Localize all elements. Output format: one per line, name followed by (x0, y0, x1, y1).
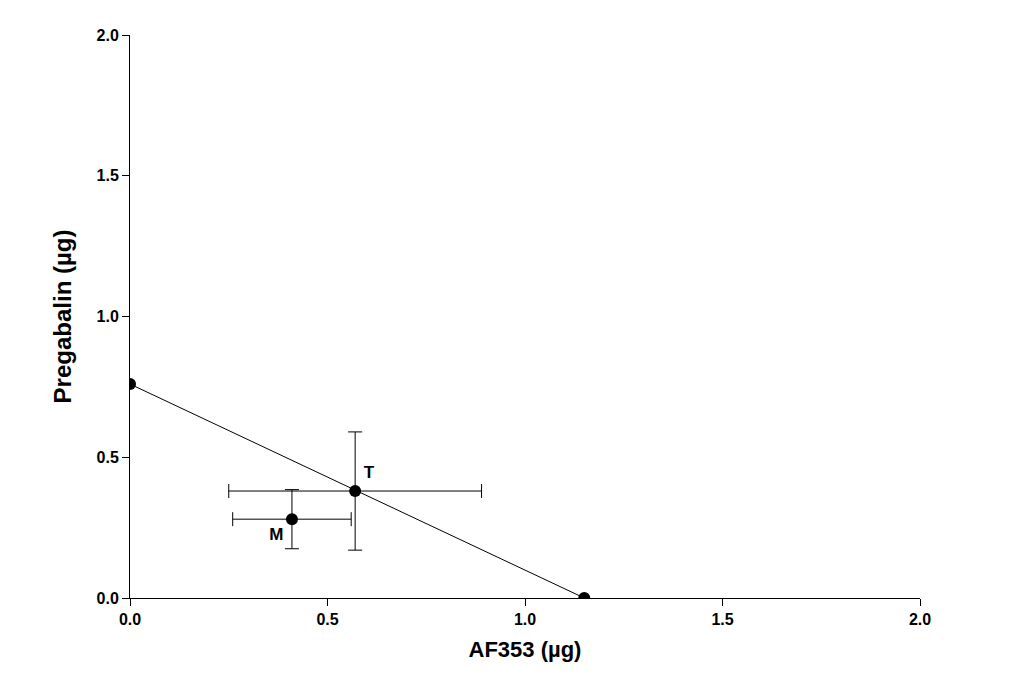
svg-text:0.0: 0.0 (119, 611, 141, 628)
svg-text:0.5: 0.5 (97, 449, 119, 466)
svg-text:Pregabalin (µg): Pregabalin (µg) (49, 230, 76, 404)
svg-text:1.0: 1.0 (97, 308, 119, 325)
svg-text:1.0: 1.0 (514, 611, 536, 628)
svg-text:1.5: 1.5 (97, 167, 119, 184)
svg-text:AF353 (µg): AF353 (µg) (469, 637, 582, 662)
svg-text:2.0: 2.0 (909, 611, 931, 628)
svg-text:0.5: 0.5 (316, 611, 338, 628)
svg-text:T: T (364, 463, 375, 482)
svg-text:1.5: 1.5 (711, 611, 733, 628)
svg-text:M: M (269, 525, 283, 544)
svg-text:0.0: 0.0 (97, 590, 119, 607)
svg-text:2.0: 2.0 (97, 27, 119, 44)
